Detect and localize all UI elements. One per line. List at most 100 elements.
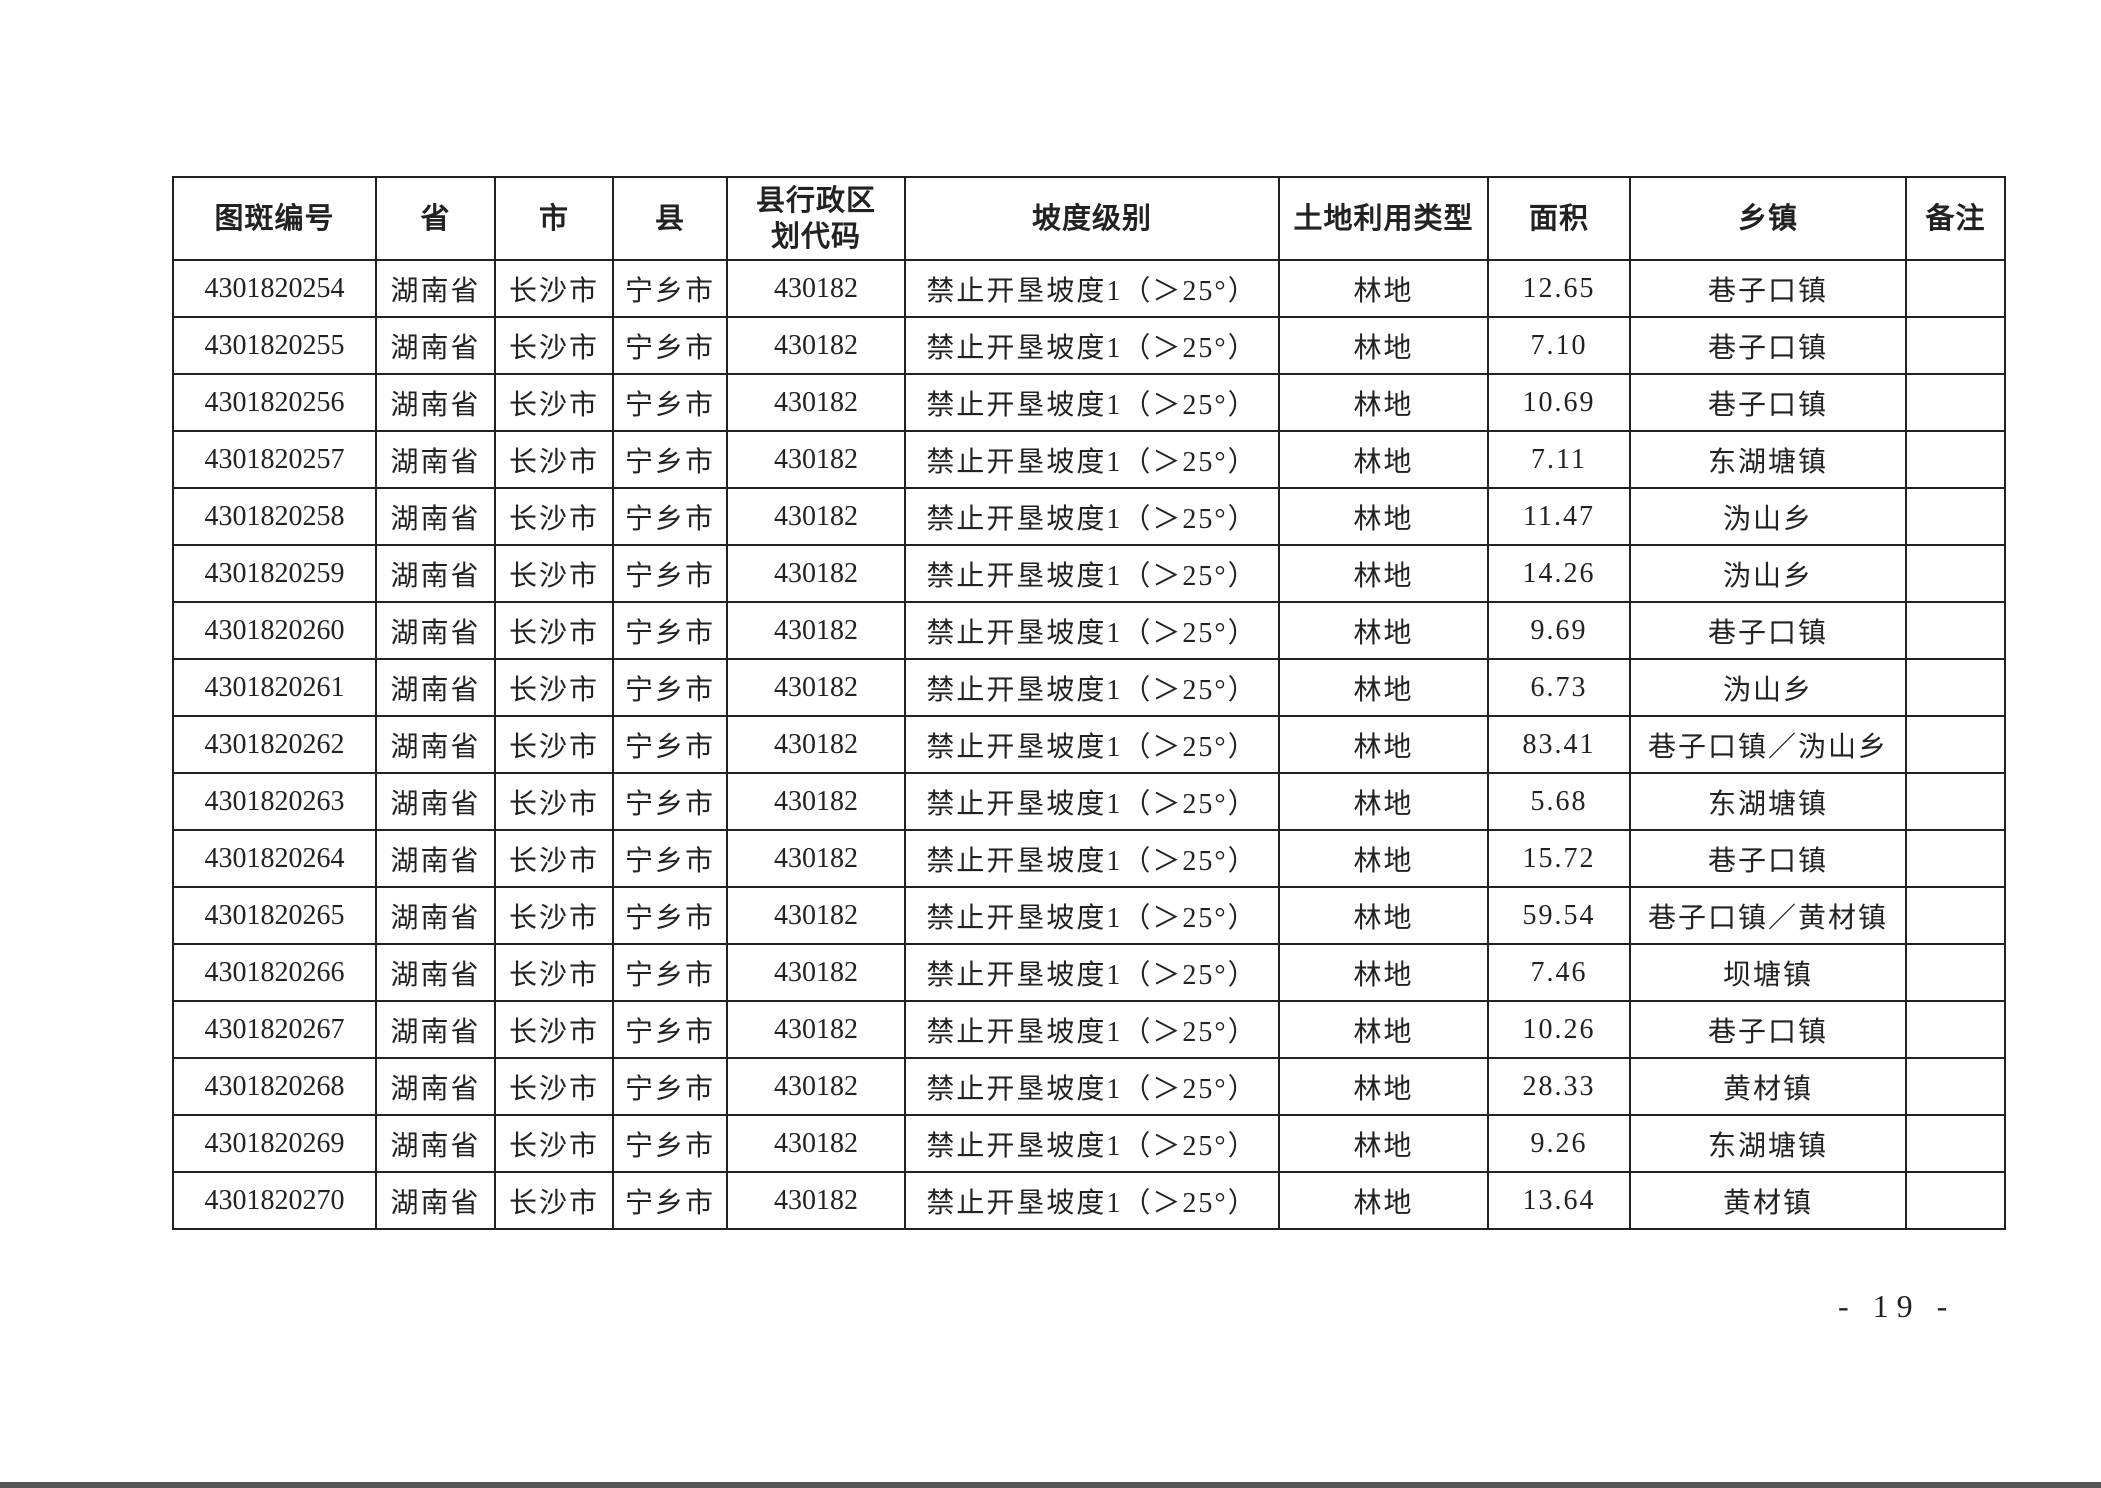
table-cell: 林地 [1278,544,1489,603]
table-row: 4301820260 湖南省 长沙市 宁乡市 430182 禁止开垦坡度1（＞25°） 林地… [172,601,2006,660]
table-cell [1905,373,2006,432]
table-cell: 湖南省 [375,316,496,375]
table-cell: 巷子口镇 [1629,259,1907,318]
table-cell: 宁乡市 [612,886,728,945]
table-cell: 4301820268 [172,1057,377,1116]
table-cell: 林地 [1278,886,1489,945]
table-cell: 长沙市 [494,1000,614,1059]
table-cell: 湖南省 [375,1057,496,1116]
table-cell: 10.26 [1487,1000,1631,1059]
table-cell: 长沙市 [494,544,614,603]
table-cell: 长沙市 [494,715,614,774]
table-cell: 东湖塘镇 [1629,1114,1907,1173]
table-cell: 湖南省 [375,373,496,432]
table-cell: 林地 [1278,430,1489,489]
table-cell: 13.64 [1487,1171,1631,1230]
table-cell [1905,544,2006,603]
table-cell: 湖南省 [375,772,496,831]
table-cell: 宁乡市 [612,373,728,432]
table-cell: 4301820259 [172,544,377,603]
table-cell: 禁止开垦坡度1（＞25°） [904,658,1280,717]
table-cell: 430182 [726,373,906,432]
table-cell: 东湖塘镇 [1629,430,1907,489]
table-row: 4301820259 湖南省 长沙市 宁乡市 430182 禁止开垦坡度1（＞25°） 林地… [172,544,2006,603]
table-cell: 林地 [1278,259,1489,318]
table-cell: 禁止开垦坡度1（＞25°） [904,829,1280,888]
table-cell: 巷子口镇 [1629,373,1907,432]
table-cell: 4301820265 [172,886,377,945]
table-cell: 宁乡市 [612,544,728,603]
table-cell: 430182 [726,1000,906,1059]
table-cell: 巷子口镇 [1629,601,1907,660]
table-cell: 林地 [1278,772,1489,831]
table-cell: 宁乡市 [612,715,728,774]
table-cell: 湖南省 [375,1000,496,1059]
table-cell: 长沙市 [494,772,614,831]
table-row: 4301820261 湖南省 长沙市 宁乡市 430182 禁止开垦坡度1（＞25°） 林地… [172,658,2006,717]
column-header: 乡镇 [1629,176,1907,261]
table-cell: 巷子口镇／黄材镇 [1629,886,1907,945]
table-cell: 宁乡市 [612,316,728,375]
table-cell: 禁止开垦坡度1（＞25°） [904,487,1280,546]
table-row: 4301820257 湖南省 长沙市 宁乡市 430182 禁止开垦坡度1（＞25°） 林地… [172,430,2006,489]
table-row: 4301820254 湖南省 长沙市 宁乡市 430182 禁止开垦坡度1（＞25°） 林地… [172,259,2006,318]
table-cell: 湖南省 [375,715,496,774]
table-cell: 4301820256 [172,373,377,432]
table-cell: 巷子口镇／沩山乡 [1629,715,1907,774]
table-cell: 长沙市 [494,316,614,375]
table-cell: 430182 [726,658,906,717]
table-cell: 4301820264 [172,829,377,888]
table-cell: 59.54 [1487,886,1631,945]
scan-edge [0,1482,2101,1488]
table-cell: 禁止开垦坡度1（＞25°） [904,772,1280,831]
table-cell: 宁乡市 [612,1171,728,1230]
table-cell: 15.72 [1487,829,1631,888]
table-cell: 沩山乡 [1629,658,1907,717]
table-row: 4301820268 湖南省 长沙市 宁乡市 430182 禁止开垦坡度1（＞25°） 林地… [172,1057,2006,1116]
table-cell: 长沙市 [494,601,614,660]
table-cell: 长沙市 [494,829,614,888]
table-cell: 430182 [726,487,906,546]
table-cell [1905,1171,2006,1230]
table-cell: 禁止开垦坡度1（＞25°） [904,1000,1280,1059]
table-cell: 4301820267 [172,1000,377,1059]
table-cell: 禁止开垦坡度1（＞25°） [904,1171,1280,1230]
table-cell: 林地 [1278,373,1489,432]
table-cell: 7.10 [1487,316,1631,375]
table-cell: 黄材镇 [1629,1057,1907,1116]
page-number: - 19 - [1838,1288,1956,1324]
table-cell: 430182 [726,1057,906,1116]
table-cell: 湖南省 [375,259,496,318]
table-row: 4301820256 湖南省 长沙市 宁乡市 430182 禁止开垦坡度1（＞25°） 林地… [172,373,2006,432]
table-cell: 11.47 [1487,487,1631,546]
table-cell: 宁乡市 [612,658,728,717]
table-cell: 禁止开垦坡度1（＞25°） [904,544,1280,603]
table-cell: 430182 [726,316,906,375]
column-header: 省 [375,176,496,261]
table-cell: 林地 [1278,1057,1489,1116]
table-cell: 林地 [1278,316,1489,375]
land-parcel-table: 图斑编号省市县县行政区划代码 坡度级别 土地利用类型 面积 乡镇 备注 430182025… [172,176,2006,1230]
table-cell: 林地 [1278,1171,1489,1230]
table-cell [1905,943,2006,1002]
table-cell: 430182 [726,544,906,603]
table-cell: 禁止开垦坡度1（＞25°） [904,259,1280,318]
table-cell: 长沙市 [494,1114,614,1173]
table-row: 4301820262 湖南省 长沙市 宁乡市 430182 禁止开垦坡度1（＞25°） 林地… [172,715,2006,774]
table-cell: 湖南省 [375,829,496,888]
table-cell: 湖南省 [375,430,496,489]
table-cell: 禁止开垦坡度1（＞25°） [904,373,1280,432]
table-cell: 湖南省 [375,601,496,660]
table-cell [1905,886,2006,945]
table-cell [1905,772,2006,831]
table-cell: 长沙市 [494,1171,614,1230]
table-cell: 430182 [726,886,906,945]
table-cell [1905,1057,2006,1116]
table-cell: 宁乡市 [612,601,728,660]
table-cell: 长沙市 [494,1057,614,1116]
table-cell: 禁止开垦坡度1（＞25°） [904,601,1280,660]
table-header-row: 图斑编号省市县县行政区划代码 坡度级别 土地利用类型 面积 乡镇 备注 [172,176,2006,261]
table-cell: 4301820255 [172,316,377,375]
table-cell: 林地 [1278,943,1489,1002]
table-row: 4301820258 湖南省 长沙市 宁乡市 430182 禁止开垦坡度1（＞25°） 林地… [172,487,2006,546]
